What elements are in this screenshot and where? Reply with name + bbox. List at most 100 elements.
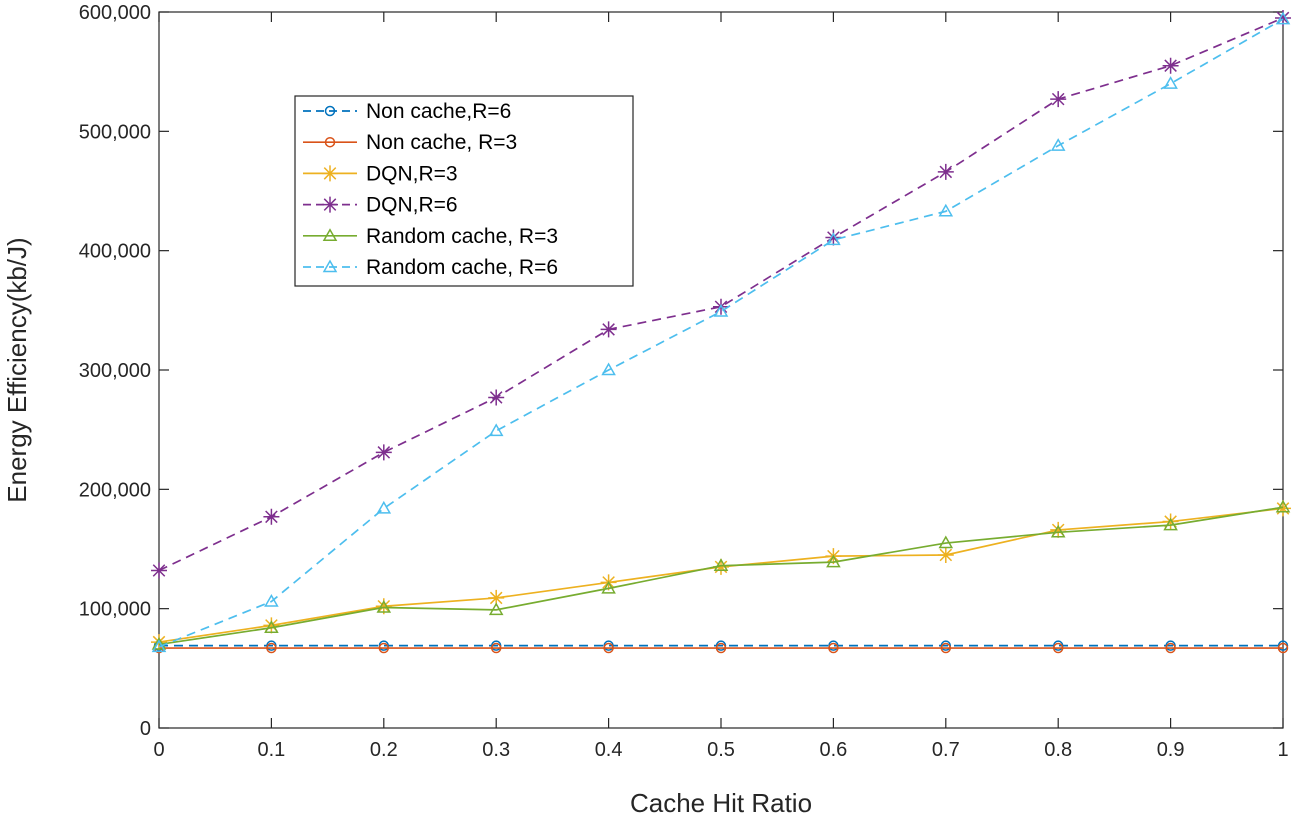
legend-label: DQN,R=6 [366,194,458,217]
data-point [826,232,841,246]
y-tick-label: 0 [140,718,151,740]
data-point [1162,57,1179,74]
x-tick-label: 0.7 [932,739,960,761]
data-point [263,508,280,525]
data-point [151,639,167,653]
data-point [940,642,952,654]
series-group [151,11,1291,653]
x-tick-label: 0.2 [370,739,398,761]
y-tick-label: 300,000 [79,360,151,382]
data-point [1052,642,1064,654]
data-point [603,642,614,654]
data-point [264,620,279,634]
data-point [1163,76,1178,89]
y-tick-label: 100,000 [79,599,151,621]
legend: Non cache,R=6 Non cache, R=3 DQN,R=3 DQN,R=… [294,95,634,287]
series-line [158,506,1284,646]
x-axis-title: Cache Hit Ratio [630,788,812,818]
data-point [376,500,392,514]
data-point [490,642,502,654]
data-point [1275,11,1291,25]
x-tick-label: 1 [1277,739,1288,761]
y-tick-label: 400,000 [79,241,151,263]
data-point [263,617,280,634]
x-tick-label: 0.9 [1157,739,1185,761]
data-point [1050,524,1066,538]
y-axis-title: Energy Efficiency(kb/J) [2,237,32,502]
legend-entry: Non cache, R=3 [303,131,517,154]
data-point [1050,138,1066,151]
legend-entry: Non cache,R=6 [303,100,511,123]
legend-label: Random cache, R=6 [366,256,558,279]
x-tick-label: 0.4 [595,739,623,761]
data-point [488,602,504,616]
data-point [1050,521,1067,538]
y-tick-label: 500,000 [79,121,151,143]
data-point [488,389,505,406]
data-point [825,229,842,246]
data-point [1050,91,1067,108]
data-point [1275,499,1291,513]
data-point [488,589,505,606]
legend-entry: DQN,R=3 [303,162,458,185]
data-point [938,535,954,549]
legend-label: Non cache,R=6 [366,100,511,123]
legend-entry: DQN,R=6 [303,194,458,217]
data-point [713,558,729,571]
data-point [601,362,616,376]
data-point [151,562,167,579]
x-tick-label: 0 [153,739,164,761]
data-point [1275,9,1291,26]
x-tick-label: 0.8 [1044,739,1072,761]
series-line [158,18,1284,648]
data-point [713,304,729,317]
data-point [600,321,617,338]
x-tick-label: 0.5 [707,739,735,761]
data-point [826,554,841,568]
data-point [1277,642,1289,654]
data-point [938,203,954,217]
data-point [1165,642,1176,654]
data-point [937,163,954,180]
series-group [151,499,1291,650]
y-axis-ticks: 0 100,000 200,000 300,000 400,000 500,000 600,… [79,2,1283,740]
data-point [375,444,392,461]
data-point [1163,517,1178,531]
data-point [715,642,727,654]
series-layer [151,9,1291,654]
legend-marker [322,196,338,213]
legend-box [294,95,634,287]
data-point [266,642,277,654]
x-tick-label: 0.6 [819,739,847,761]
legend-entry: Random cache, R=6 [303,256,558,279]
legend-entry: Random cache, R=3 [303,225,558,248]
data-point [378,642,390,654]
legend-marker [322,259,338,273]
legend-label: Non cache, R=3 [366,131,517,154]
series-line [158,17,1284,572]
x-tick-label: 0.1 [257,739,285,761]
series-group [151,9,1291,579]
legend-marker [322,165,338,182]
data-point [376,599,392,613]
x-axis-ticks: 0 0.1 0.2 0.3 0.4 0.5 0.6 0.7 0.8 0.9 1 [153,12,1289,761]
data-point [375,598,392,615]
legend-marker [324,105,336,117]
legend-label: Random cache, R=3 [366,225,558,248]
data-point [151,636,167,650]
legend-label: DQN,R=3 [366,162,458,185]
data-point [1275,500,1291,517]
data-point [601,580,616,594]
data-point [1162,513,1179,530]
data-point [937,546,954,563]
legend-marker [322,228,338,242]
data-point [488,423,504,437]
y-tick-label: 600,000 [79,2,151,24]
data-point [828,642,839,654]
data-point [713,558,729,575]
x-tick-label: 0.3 [482,739,510,761]
legend-marker [324,136,336,148]
data-point [264,593,279,607]
y-tick-label: 200,000 [79,479,151,501]
